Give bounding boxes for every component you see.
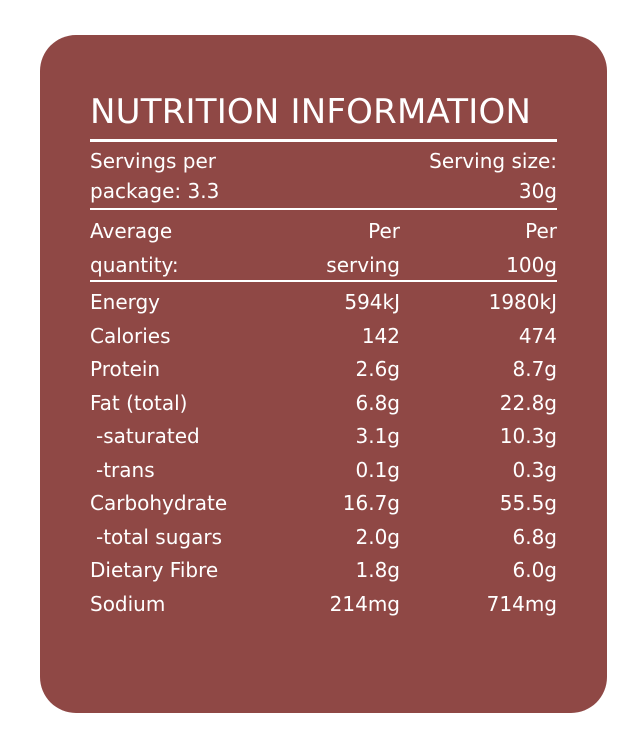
table-row: Dietary Fibre 1.8g 6.0g bbox=[90, 554, 557, 588]
servings-section: Servings per package: 3.3 Serving size: … bbox=[90, 142, 557, 208]
servings-per-package: Servings per package: 3.3 bbox=[90, 146, 219, 206]
value-per-100g: 0.3g bbox=[512, 457, 557, 482]
serving-size-line1: Serving size: bbox=[429, 149, 557, 173]
table-row: Energy 594kJ 1980kJ bbox=[90, 286, 557, 320]
value-per-100g: 714mg bbox=[486, 591, 557, 616]
column-headers: Average quantity: Per serving Per 100g bbox=[90, 210, 557, 280]
value-per-100g: 55.5g bbox=[499, 491, 557, 515]
serving-size: Serving size: 30g bbox=[429, 146, 557, 206]
nutrition-panel: NUTRITION INFORMATION Servings per packa… bbox=[40, 35, 607, 713]
serving-size-line2: 30g bbox=[518, 179, 557, 203]
value-per-serving: 16.7g bbox=[342, 491, 400, 515]
header-100g-line2: 100g bbox=[506, 253, 557, 277]
nutrient-name: Sodium bbox=[90, 591, 166, 616]
header-serving-line1: Per bbox=[368, 219, 400, 243]
value-per-serving: 142 bbox=[361, 323, 400, 348]
header-per-serving: Per serving bbox=[326, 214, 400, 282]
value-per-100g: 22.8g bbox=[499, 390, 557, 415]
header-average-quantity: Average quantity: bbox=[90, 214, 179, 282]
value-per-100g: 6.8g bbox=[512, 524, 557, 549]
nutrient-name: Dietary Fibre bbox=[90, 558, 219, 582]
value-per-100g: 10.3g bbox=[499, 424, 557, 448]
nutrient-name: -saturated bbox=[96, 424, 200, 448]
header-per-100g: Per 100g bbox=[506, 214, 557, 282]
value-per-100g: 6.0g bbox=[512, 558, 557, 582]
nutrient-rows: Energy 594kJ 1980kJ Calories 142 474 Pro… bbox=[90, 286, 557, 621]
nutrient-name: -total sugars bbox=[96, 524, 222, 549]
nutrient-name: Carbohydrate bbox=[90, 491, 228, 515]
table-row: -saturated 3.1g 10.3g bbox=[90, 420, 557, 454]
value-per-100g: 1980kJ bbox=[488, 290, 557, 314]
value-per-serving: 6.8g bbox=[355, 390, 400, 415]
nutrient-name: Calories bbox=[90, 323, 171, 348]
table-row: Carbohydrate 16.7g 55.5g bbox=[90, 487, 557, 521]
value-per-100g: 8.7g bbox=[512, 357, 557, 381]
value-per-serving: 3.1g bbox=[355, 424, 400, 448]
table-row: Fat (total) 6.8g 22.8g bbox=[90, 387, 557, 421]
value-per-serving: 2.6g bbox=[355, 357, 400, 381]
header-name-line1: Average bbox=[90, 219, 173, 243]
nutrient-name: Energy bbox=[90, 290, 161, 314]
nutrition-table: NUTRITION INFORMATION Servings per packa… bbox=[90, 95, 557, 621]
nutrient-name: Fat (total) bbox=[90, 390, 188, 415]
header-name-line2: quantity: bbox=[90, 253, 179, 277]
servings-per-package-line1: Servings per bbox=[90, 149, 216, 173]
header-divider bbox=[90, 280, 557, 282]
value-per-serving: 214mg bbox=[329, 591, 400, 616]
header-serving-line2: serving bbox=[326, 253, 400, 277]
table-row: Sodium 214mg 714mg bbox=[90, 588, 557, 622]
servings-per-package-line2: package: 3.3 bbox=[90, 179, 220, 203]
table-row: Calories 142 474 bbox=[90, 320, 557, 354]
panel-title: NUTRITION INFORMATION bbox=[90, 92, 532, 132]
value-per-serving: 1.8g bbox=[355, 558, 400, 582]
nutrient-name: Protein bbox=[90, 357, 161, 381]
table-row: -trans 0.1g 0.3g bbox=[90, 454, 557, 488]
value-per-serving: 0.1g bbox=[355, 457, 400, 482]
value-per-100g: 474 bbox=[518, 323, 557, 348]
value-per-serving: 594kJ bbox=[344, 290, 400, 314]
title-divider bbox=[90, 139, 557, 142]
header-100g-line1: Per bbox=[525, 219, 557, 243]
servings-divider bbox=[90, 208, 557, 210]
table-row: -total sugars 2.0g 6.8g bbox=[90, 521, 557, 555]
table-row: Protein 2.6g 8.7g bbox=[90, 353, 557, 387]
value-per-serving: 2.0g bbox=[355, 524, 400, 549]
nutrient-name: -trans bbox=[96, 457, 155, 482]
